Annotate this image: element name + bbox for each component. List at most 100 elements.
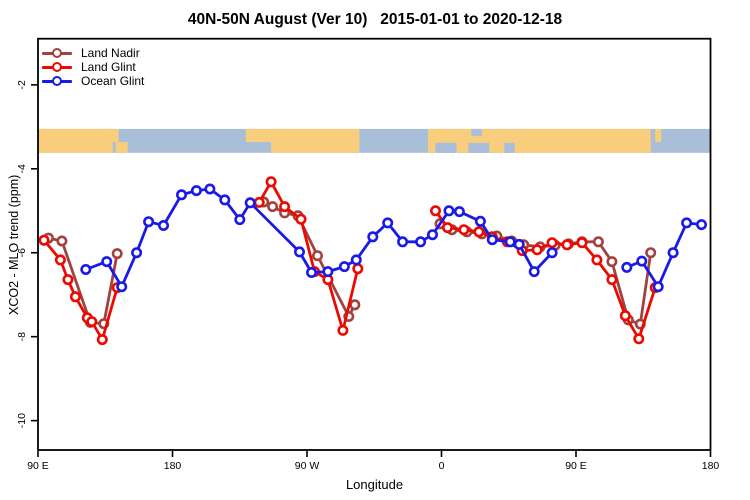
- map-strip: [38, 128, 711, 153]
- y-tick-label: -10: [16, 413, 28, 428]
- data-point: [80, 263, 92, 275]
- legend-marker-sample: [51, 62, 62, 72]
- x-tick-label: 180: [702, 460, 720, 472]
- data-point: [349, 299, 361, 311]
- data-point: [234, 214, 246, 226]
- map-strip-water: [504, 142, 515, 153]
- data-point: [69, 291, 81, 303]
- data-point: [350, 254, 362, 266]
- legend-item-land-glint: Land Glint: [42, 60, 144, 74]
- data-point: [576, 237, 588, 249]
- chart-title: 40N-50N August (Ver 10) 2015-01-01 to 20…: [187, 11, 563, 28]
- data-point: [111, 248, 123, 260]
- legend-marker-sample: [51, 48, 62, 58]
- data-point: [528, 266, 540, 278]
- data-point: [176, 189, 188, 201]
- data-point: [62, 274, 74, 286]
- map-strip-land: [106, 128, 119, 143]
- data-point: [382, 217, 394, 229]
- map-strip-land: [655, 128, 662, 143]
- data-point: [86, 316, 98, 328]
- data-point: [636, 255, 648, 267]
- map-strip-water: [435, 142, 457, 153]
- data-point: [352, 263, 364, 275]
- x-tick-label: 90 E: [27, 460, 49, 472]
- data-point: [681, 217, 693, 229]
- map-strip-land: [115, 142, 128, 153]
- map-strip-land: [38, 128, 113, 153]
- data-point: [204, 183, 216, 195]
- data-point: [504, 236, 516, 248]
- map-strip-land: [428, 128, 651, 153]
- data-point: [606, 274, 618, 286]
- y-tick-label: -4: [16, 164, 28, 173]
- data-point: [633, 333, 645, 345]
- y-tick-label: -8: [16, 332, 28, 341]
- data-point: [645, 247, 657, 259]
- data-point: [606, 256, 618, 268]
- y-tick-label: -6: [16, 248, 28, 257]
- plot-border: [37, 37, 712, 451]
- data-point: [426, 229, 438, 241]
- data-point: [652, 281, 664, 293]
- data-point: [279, 201, 291, 213]
- legend-swatch-land-glint: [42, 61, 72, 73]
- data-point: [338, 261, 350, 273]
- legend-label: Land Glint: [81, 60, 136, 74]
- data-point: [546, 237, 558, 249]
- data-point: [190, 185, 202, 197]
- legend: Land Nadir Land Glint Ocean Glint: [42, 46, 144, 88]
- data-point: [458, 224, 470, 236]
- data-point: [295, 213, 307, 225]
- x-tick-label: 0: [439, 460, 445, 472]
- legend-label: Land Nadir: [81, 46, 140, 60]
- legend-marker-sample: [51, 76, 62, 86]
- data-point: [531, 244, 543, 256]
- data-point: [443, 205, 455, 217]
- data-point: [591, 254, 603, 266]
- data-point: [54, 254, 66, 266]
- legend-item-land-nadir: Land Nadir: [42, 46, 144, 60]
- data-point: [695, 219, 707, 231]
- data-point: [311, 250, 323, 262]
- data-point: [513, 238, 525, 250]
- data-point: [397, 236, 409, 248]
- map-strip-water: [468, 142, 490, 153]
- data-point: [101, 256, 113, 268]
- y-axis-label: XCO2 - MLO trend (ppm): [7, 174, 21, 315]
- data-point: [38, 234, 50, 246]
- data-point: [486, 234, 498, 246]
- data-point: [253, 196, 265, 208]
- data-point: [219, 194, 231, 206]
- x-tick-label: 180: [164, 460, 182, 472]
- data-point: [429, 205, 441, 217]
- data-point: [305, 266, 317, 278]
- data-point: [158, 220, 170, 232]
- data-point: [619, 310, 631, 322]
- data-point: [56, 235, 68, 247]
- data-point: [474, 215, 486, 227]
- data-point: [415, 236, 427, 248]
- x-tick-label: 90 E: [565, 460, 587, 472]
- map-strip-water: [471, 128, 482, 137]
- x-tick-label: 90 W: [295, 460, 320, 472]
- legend-label: Ocean Glint: [81, 74, 145, 88]
- map-strip-land: [245, 128, 272, 143]
- data-point: [367, 231, 379, 243]
- data-point: [96, 334, 108, 346]
- data-point: [667, 247, 679, 259]
- x-axis-label: Longitude: [345, 477, 404, 492]
- legend-swatch-land-nadir: [42, 47, 72, 59]
- legend-swatch-ocean-glint: [42, 75, 72, 87]
- data-point: [546, 247, 558, 259]
- data-point: [561, 239, 573, 251]
- data-point: [116, 281, 128, 293]
- data-point: [143, 216, 155, 228]
- data-point: [621, 261, 633, 273]
- data-point: [473, 226, 485, 238]
- map-strip-land: [271, 128, 360, 153]
- data-point: [592, 236, 604, 248]
- data-point: [265, 176, 277, 188]
